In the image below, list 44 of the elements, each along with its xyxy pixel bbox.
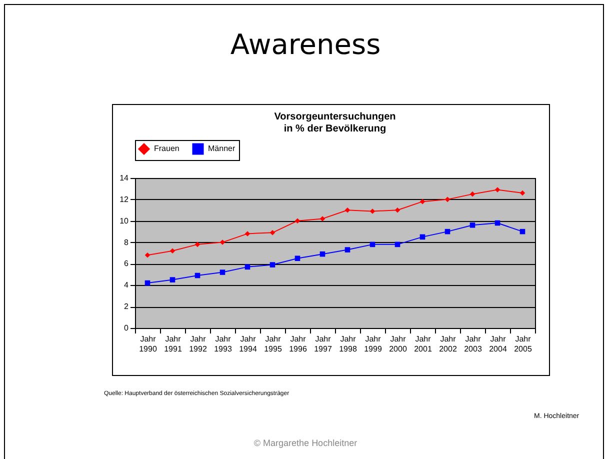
point — [270, 262, 276, 268]
x-tick-label: Jahr 1999 — [364, 334, 382, 354]
x-tick-label: Jahr 1991 — [164, 334, 182, 354]
x-tick-label: Jahr 2004 — [489, 334, 508, 354]
point — [270, 230, 276, 236]
x-tick-label: Jahr 2002 — [439, 334, 458, 354]
x-tick-label: Jahr 2000 — [389, 334, 408, 354]
point — [144, 252, 150, 258]
point — [344, 207, 350, 213]
y-tick-label: 2 — [124, 302, 130, 312]
point — [420, 198, 426, 204]
point — [220, 270, 226, 275]
legend-label: Frauen — [154, 144, 180, 153]
point — [520, 190, 526, 196]
x-tick-label: Jahr 1990 — [139, 334, 158, 354]
x-tick-label: Jahr 2005 — [514, 334, 532, 354]
point — [194, 242, 200, 248]
y-tick-label: 0 — [124, 324, 130, 332]
y-tick-label: 8 — [124, 238, 130, 247]
y-tick-label: 4 — [124, 280, 130, 290]
point — [394, 207, 400, 213]
point — [294, 256, 300, 262]
y-tick-label: 6 — [124, 259, 130, 268]
x-tick-label: Jahr 1994 — [239, 334, 258, 354]
point — [344, 247, 350, 252]
text: © Margarethe Hochleitner — [252, 438, 358, 448]
x-tick-label: Jahr 2003 — [464, 334, 482, 354]
y-tick-label: 10 — [120, 216, 130, 226]
chart-subtitle: Vorsorgeuntersuchungen in % der Bevölkerung — [274, 112, 396, 134]
x-tick-label: Jahr 1992 — [189, 334, 208, 354]
x-tick-label: Jahr 2001 — [414, 334, 432, 354]
legend-label: Männer — [208, 144, 236, 153]
point — [470, 222, 476, 228]
x-tick-label: Jahr 1997 — [314, 334, 332, 354]
x-tick-label: Jahr 1996 — [289, 334, 308, 354]
point — [170, 277, 176, 282]
chart-title: Awareness — [229, 28, 382, 61]
point — [470, 191, 476, 197]
y-tick-label: 12 — [120, 194, 130, 204]
x-tick-label: Jahr 1998 — [339, 334, 358, 354]
point — [444, 196, 450, 202]
y-tick-label: 14 — [120, 174, 130, 182]
x-tick-label: Jahr 1995 — [264, 334, 282, 354]
x-tick-label: Jahr 1993 — [214, 334, 232, 354]
